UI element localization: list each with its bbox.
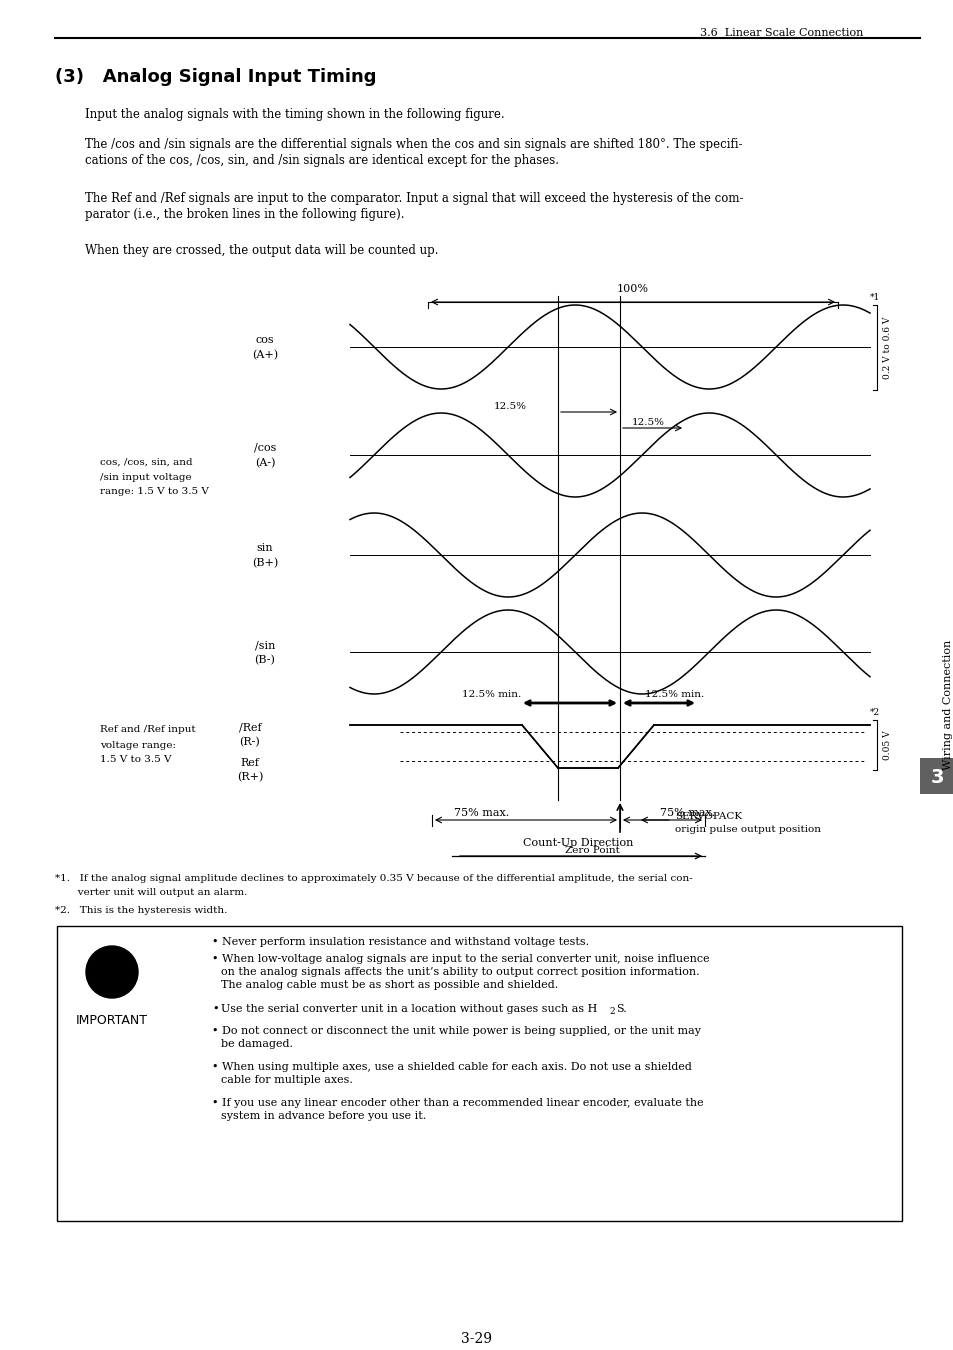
Text: 3: 3 bbox=[929, 768, 943, 787]
Text: The /cos and /sin signals are the differential signals when the cos and sin sign: The /cos and /sin signals are the differ… bbox=[85, 138, 741, 151]
Text: 12.5% min.: 12.5% min. bbox=[462, 690, 521, 699]
Text: Count-Up Direction: Count-Up Direction bbox=[523, 838, 633, 848]
Text: (R-): (R-) bbox=[239, 737, 260, 747]
Text: sin: sin bbox=[256, 543, 273, 554]
Text: 3-29: 3-29 bbox=[461, 1332, 492, 1346]
Text: 0.05 V: 0.05 V bbox=[882, 730, 892, 760]
Text: • Do not connect or disconnect the unit while power is being supplied, or the un: • Do not connect or disconnect the unit … bbox=[212, 1026, 700, 1035]
Text: 1.5 V to 3.5 V: 1.5 V to 3.5 V bbox=[100, 756, 172, 764]
Text: *1.   If the analog signal amplitude declines to approximately 0.35 V because of: *1. If the analog signal amplitude decli… bbox=[55, 873, 692, 883]
Text: • When using multiple axes, use a shielded cable for each axis. Do not use a shi: • When using multiple axes, use a shield… bbox=[212, 1062, 691, 1072]
Text: (A-): (A-) bbox=[254, 458, 275, 468]
Text: system in advance before you use it.: system in advance before you use it. bbox=[221, 1111, 426, 1120]
Text: /sin input voltage: /sin input voltage bbox=[100, 472, 192, 482]
Text: verter unit will output an alarm.: verter unit will output an alarm. bbox=[55, 888, 247, 896]
Text: *1: *1 bbox=[869, 293, 880, 302]
Text: range: 1.5 V to 3.5 V: range: 1.5 V to 3.5 V bbox=[100, 487, 209, 497]
Text: cable for multiple axes.: cable for multiple axes. bbox=[221, 1075, 353, 1085]
Text: on the analog signals affects the unit’s ability to output correct position info: on the analog signals affects the unit’s… bbox=[221, 967, 699, 977]
Text: /cos: /cos bbox=[253, 443, 276, 454]
Text: (B+): (B+) bbox=[252, 558, 278, 568]
Text: (B-): (B-) bbox=[254, 655, 275, 666]
Text: cations of the cos, /cos, sin, and /sin signals are identical except for the pha: cations of the cos, /cos, sin, and /sin … bbox=[85, 154, 558, 167]
Text: 75% max.: 75% max. bbox=[659, 809, 715, 818]
Text: *2: *2 bbox=[869, 707, 879, 717]
Text: The Ref and /Ref signals are input to the comparator. Input a signal that will e: The Ref and /Ref signals are input to th… bbox=[85, 192, 742, 205]
Text: /Ref: /Ref bbox=[238, 722, 261, 732]
Text: Ref and /Ref input: Ref and /Ref input bbox=[100, 725, 195, 734]
Text: When they are crossed, the output data will be counted up.: When they are crossed, the output data w… bbox=[85, 244, 438, 256]
Text: • When low-voltage analog signals are input to the serial converter unit, noise : • When low-voltage analog signals are in… bbox=[212, 954, 709, 964]
Text: Input the analog signals with the timing shown in the following figure.: Input the analog signals with the timing… bbox=[85, 108, 504, 122]
Bar bbox=[57, 926, 901, 1220]
Text: be damaged.: be damaged. bbox=[221, 1040, 293, 1049]
Text: Zero Point: Zero Point bbox=[564, 846, 618, 855]
Circle shape bbox=[86, 946, 138, 998]
Bar bbox=[919, 757, 953, 794]
Text: Use the serial converter unit in a location without gases such as H: Use the serial converter unit in a locat… bbox=[221, 1004, 597, 1014]
Text: 2: 2 bbox=[608, 1007, 614, 1017]
Text: 12.5%: 12.5% bbox=[631, 418, 664, 427]
Text: parator (i.e., the broken lines in the following figure).: parator (i.e., the broken lines in the f… bbox=[85, 208, 404, 221]
Text: •: • bbox=[212, 1004, 218, 1014]
Text: S.: S. bbox=[616, 1004, 626, 1014]
Text: (3)   Analog Signal Input Timing: (3) Analog Signal Input Timing bbox=[55, 68, 376, 86]
Text: (R+): (R+) bbox=[236, 772, 263, 782]
Text: • If you use any linear encoder other than a recommended linear encoder, evaluat: • If you use any linear encoder other th… bbox=[212, 1098, 703, 1108]
Text: SERVOPACK: SERVOPACK bbox=[675, 811, 741, 821]
Text: !: ! bbox=[105, 957, 119, 987]
Text: • Never perform insulation resistance and withstand voltage tests.: • Never perform insulation resistance an… bbox=[212, 937, 589, 946]
Text: *2.   This is the hysteresis width.: *2. This is the hysteresis width. bbox=[55, 906, 227, 915]
Text: The analog cable must be as short as possible and shielded.: The analog cable must be as short as pos… bbox=[221, 980, 558, 990]
Text: 75% max.: 75% max. bbox=[454, 809, 509, 818]
Text: voltage range:: voltage range: bbox=[100, 741, 175, 749]
Text: cos: cos bbox=[255, 335, 274, 346]
Text: 3.6  Linear Scale Connection: 3.6 Linear Scale Connection bbox=[700, 28, 862, 38]
Text: Ref: Ref bbox=[240, 757, 259, 768]
Text: 0.2 V to 0.6 V: 0.2 V to 0.6 V bbox=[882, 316, 892, 379]
Text: IMPORTANT: IMPORTANT bbox=[76, 1014, 148, 1027]
Text: 100%: 100% bbox=[617, 284, 648, 294]
Text: cos, /cos, sin, and: cos, /cos, sin, and bbox=[100, 458, 193, 467]
Text: (A+): (A+) bbox=[252, 350, 277, 360]
Text: 12.5% min.: 12.5% min. bbox=[644, 690, 704, 699]
Text: 12.5%: 12.5% bbox=[493, 402, 526, 410]
Text: origin pulse output position: origin pulse output position bbox=[675, 825, 821, 834]
Text: Wiring and Connection: Wiring and Connection bbox=[942, 640, 952, 770]
Text: /sin: /sin bbox=[254, 640, 274, 649]
